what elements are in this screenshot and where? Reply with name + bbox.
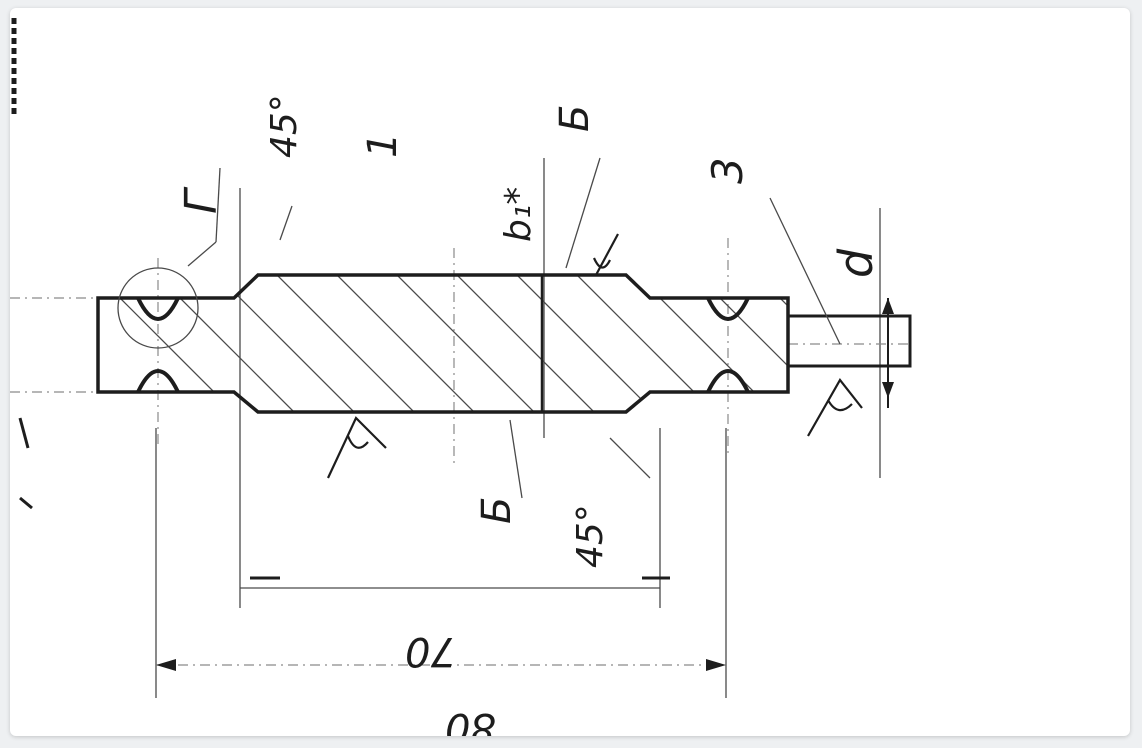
- drawing-card: Г 45° 1 Б b₁* 3 d Б 45° 70 80: [10, 8, 1130, 736]
- label-b1-star: b₁*: [498, 187, 539, 242]
- scan-edge-artifacts: [11, 18, 33, 510]
- label-dim-80: 80: [445, 704, 496, 736]
- shaft-body: [96, 273, 912, 414]
- labels: Г 45° 1 Б b₁* 3 d Б 45° 70 80: [176, 94, 883, 736]
- center-holes: [117, 267, 750, 393]
- label-b-bottom: Б: [474, 497, 520, 524]
- label-angle-top: 45°: [264, 94, 305, 158]
- label-one-top: 1: [360, 133, 406, 158]
- extension-lines: [10, 158, 910, 698]
- label-angle-bottom: 45°: [570, 504, 611, 568]
- label-dim-70: 70: [405, 628, 456, 674]
- surface-finish-marks: [327, 233, 863, 479]
- arrowhead-right: [706, 659, 726, 671]
- shaft-pin: [786, 314, 912, 368]
- label-three: 3: [703, 157, 752, 184]
- label-g: Г: [176, 186, 227, 214]
- technical-drawing: Г 45° 1 Б b₁* 3 d Б 45° 70 80: [10, 18, 912, 736]
- section-hatching: [98, 275, 788, 412]
- label-b-top: Б: [552, 105, 598, 132]
- leader-lines: [187, 157, 841, 499]
- dimension-lines: [156, 298, 894, 671]
- arrowhead-left: [156, 659, 176, 671]
- label-d: d: [829, 248, 883, 278]
